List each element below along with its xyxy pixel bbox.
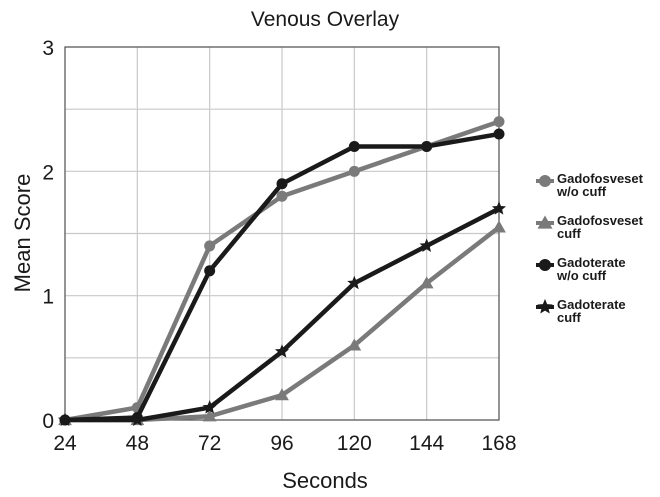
legend-label: Gadofosveset cuff <box>557 213 644 241</box>
x-tick-label: 168 <box>481 432 516 455</box>
legend-label-line: w/o cuff <box>556 184 607 199</box>
data-point <box>347 275 362 290</box>
legend-swatch-marker <box>539 259 551 271</box>
ticks: 24 48 72 96 120 144 168 0 1 2 3 <box>42 37 516 455</box>
legend-label-line: cuff <box>557 310 582 325</box>
legend-item: Gadofosveset w/o cuff <box>536 171 644 199</box>
series-4 <box>57 201 507 427</box>
data-point <box>493 128 505 140</box>
y-tick-label: 0 <box>42 410 54 433</box>
data-point <box>275 388 289 401</box>
x-tick-label: 96 <box>270 432 293 455</box>
legend-label-line: cuff <box>557 226 582 241</box>
legend-label: Gadofosveset w/o cuff <box>556 171 644 199</box>
data-point <box>204 240 216 252</box>
legend-swatch-marker <box>537 298 553 314</box>
data-point <box>276 178 288 190</box>
legend-label: Gadoterate w/o cuff <box>556 255 626 283</box>
legend-label-line: Gadoterate <box>557 255 626 270</box>
data-point <box>347 338 362 351</box>
x-tick-label: 144 <box>409 432 444 455</box>
y-tick-label: 2 <box>42 161 54 184</box>
data-point <box>419 276 434 289</box>
data-point <box>491 201 507 215</box>
legend-item: Gadoterate cuff <box>536 297 626 325</box>
x-axis-label: Seconds <box>282 468 368 493</box>
data-point <box>130 412 145 427</box>
legend-label-line: Gadofosveset <box>557 171 644 186</box>
data-point <box>419 238 434 252</box>
data-point <box>204 265 216 277</box>
y-tick-label: 3 <box>42 37 54 60</box>
x-tick-label: 48 <box>126 432 149 455</box>
data-point <box>276 190 288 202</box>
data-point <box>492 220 506 233</box>
data-point <box>421 140 433 152</box>
legend-item: Gadofosveset cuff <box>536 213 644 241</box>
legend-label: Gadoterate cuff <box>557 297 626 325</box>
data-point <box>348 165 360 177</box>
legend-label-line: w/o cuff <box>556 268 607 283</box>
data-point <box>202 400 217 414</box>
legend-swatch-marker <box>539 175 551 187</box>
data-point <box>274 344 290 358</box>
legend-swatch-marker <box>537 215 553 229</box>
series-group <box>57 116 507 427</box>
y-axis-label: Mean Score <box>10 174 35 293</box>
legend-item: Gadoterate w/o cuff <box>536 255 626 283</box>
grid <box>64 46 500 421</box>
data-point <box>57 412 73 427</box>
plot-area-border <box>64 46 500 421</box>
data-point <box>348 140 360 152</box>
legend-label-line: Gadofosveset <box>557 213 644 228</box>
x-tick-label: 24 <box>53 432 77 455</box>
x-tick-label: 72 <box>198 432 221 455</box>
legend-label-line: Gadoterate <box>557 297 626 312</box>
data-point <box>493 116 505 128</box>
data-point <box>202 409 217 422</box>
x-tick-label: 120 <box>337 432 372 455</box>
chart-title: Venous Overlay <box>251 8 400 31</box>
y-tick-label: 1 <box>42 286 54 309</box>
